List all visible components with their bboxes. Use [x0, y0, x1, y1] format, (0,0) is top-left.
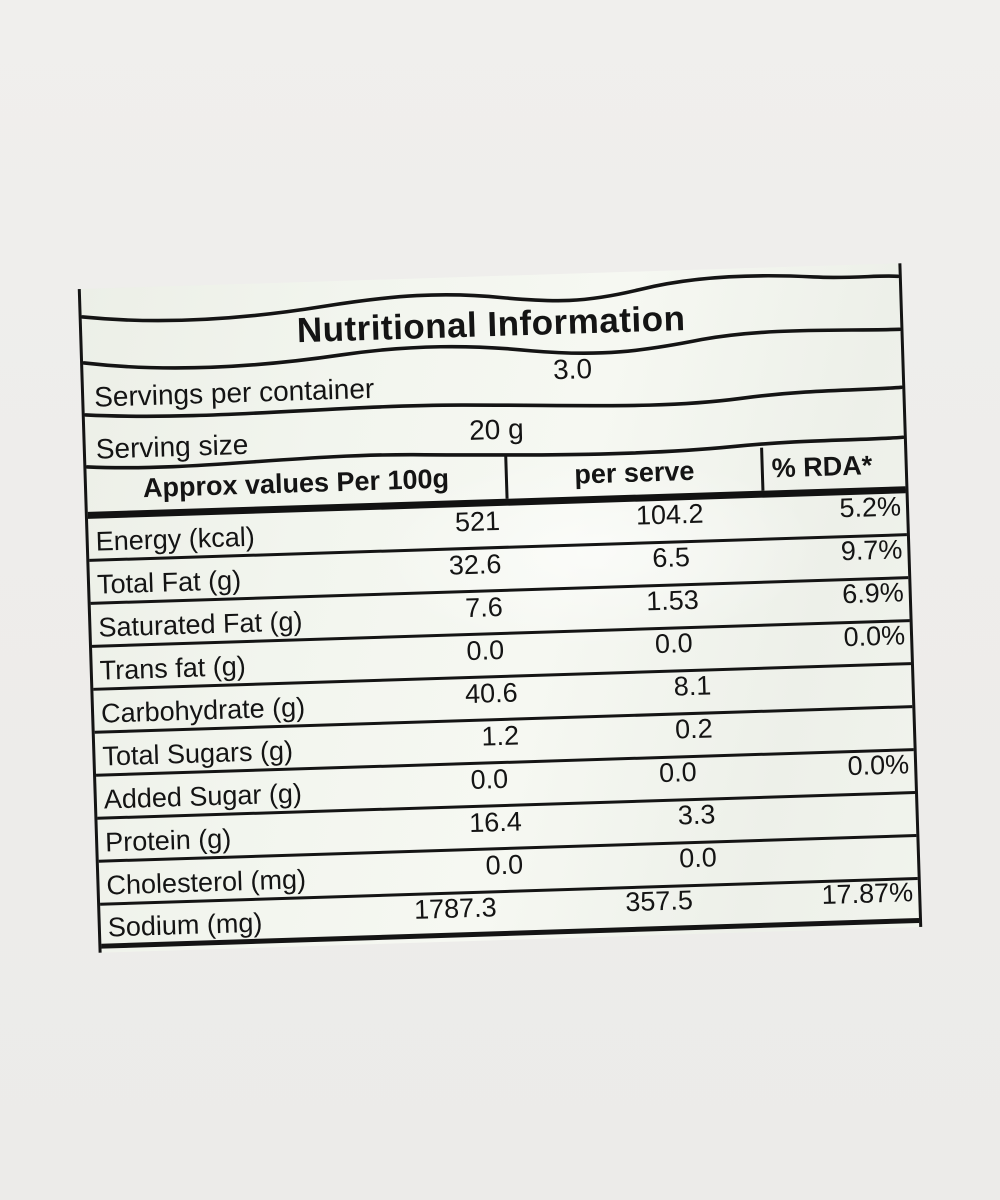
per-100g-value: 7.6 [464, 591, 504, 623]
nutrient-label: Trans fat (g) [99, 650, 247, 686]
column-header-per-serve: per serve [507, 447, 765, 499]
servings-label: Servings per container [93, 372, 375, 413]
nutrient-label: Total Fat (g) [96, 564, 242, 600]
rda-value: 0.0% [843, 619, 906, 652]
nutrient-label: Cholesterol (mg) [106, 863, 307, 900]
nutrition-label: Nutritional Information Servings per con… [77, 263, 923, 953]
nutrient-label: Energy (kcal) [95, 521, 256, 557]
nutrient-label: Protein (g) [104, 823, 232, 858]
rda-value [871, 807, 915, 808]
nutrient-label: Carbohydrate (g) [100, 691, 306, 729]
rda-value [867, 678, 911, 679]
per-100g-value: 521 [454, 505, 501, 537]
per-100g-value: 0.0 [470, 763, 509, 795]
per-100g-value: 1787.3 [413, 891, 498, 925]
nutrient-label: Sodium (mg) [107, 907, 263, 942]
rda-value [869, 721, 913, 722]
rda-value: 5.2% [839, 490, 902, 523]
per-100g-value: 32.6 [448, 548, 502, 581]
rda-value: 17.87% [821, 876, 914, 910]
nutrient-label: Total Sugars (g) [101, 735, 294, 772]
per-100g-value: 0.0 [485, 848, 524, 881]
column-header-rda: % RDA* [771, 450, 873, 484]
rda-value [873, 850, 917, 851]
nutrient-label: Saturated Fat (g) [97, 605, 303, 643]
serving-size-label: Serving size [95, 428, 249, 465]
nutrition-table: Nutritional Information Servings per con… [77, 263, 923, 953]
nutrient-label: Added Sugar (g) [103, 777, 303, 815]
label-title: Nutritional Information [296, 299, 686, 351]
per-100g-value: 40.6 [464, 676, 519, 709]
serving-size-value: 20 g [468, 413, 525, 446]
rda-value: 6.9% [841, 576, 905, 609]
per-100g-value: 1.2 [480, 719, 520, 752]
per-100g-value: 16.4 [468, 805, 523, 838]
servings-value: 3.0 [552, 352, 593, 386]
rda-value: 0.0% [847, 748, 910, 781]
per-100g-value: 0.0 [466, 634, 505, 666]
rda-value: 9.7% [840, 533, 903, 566]
